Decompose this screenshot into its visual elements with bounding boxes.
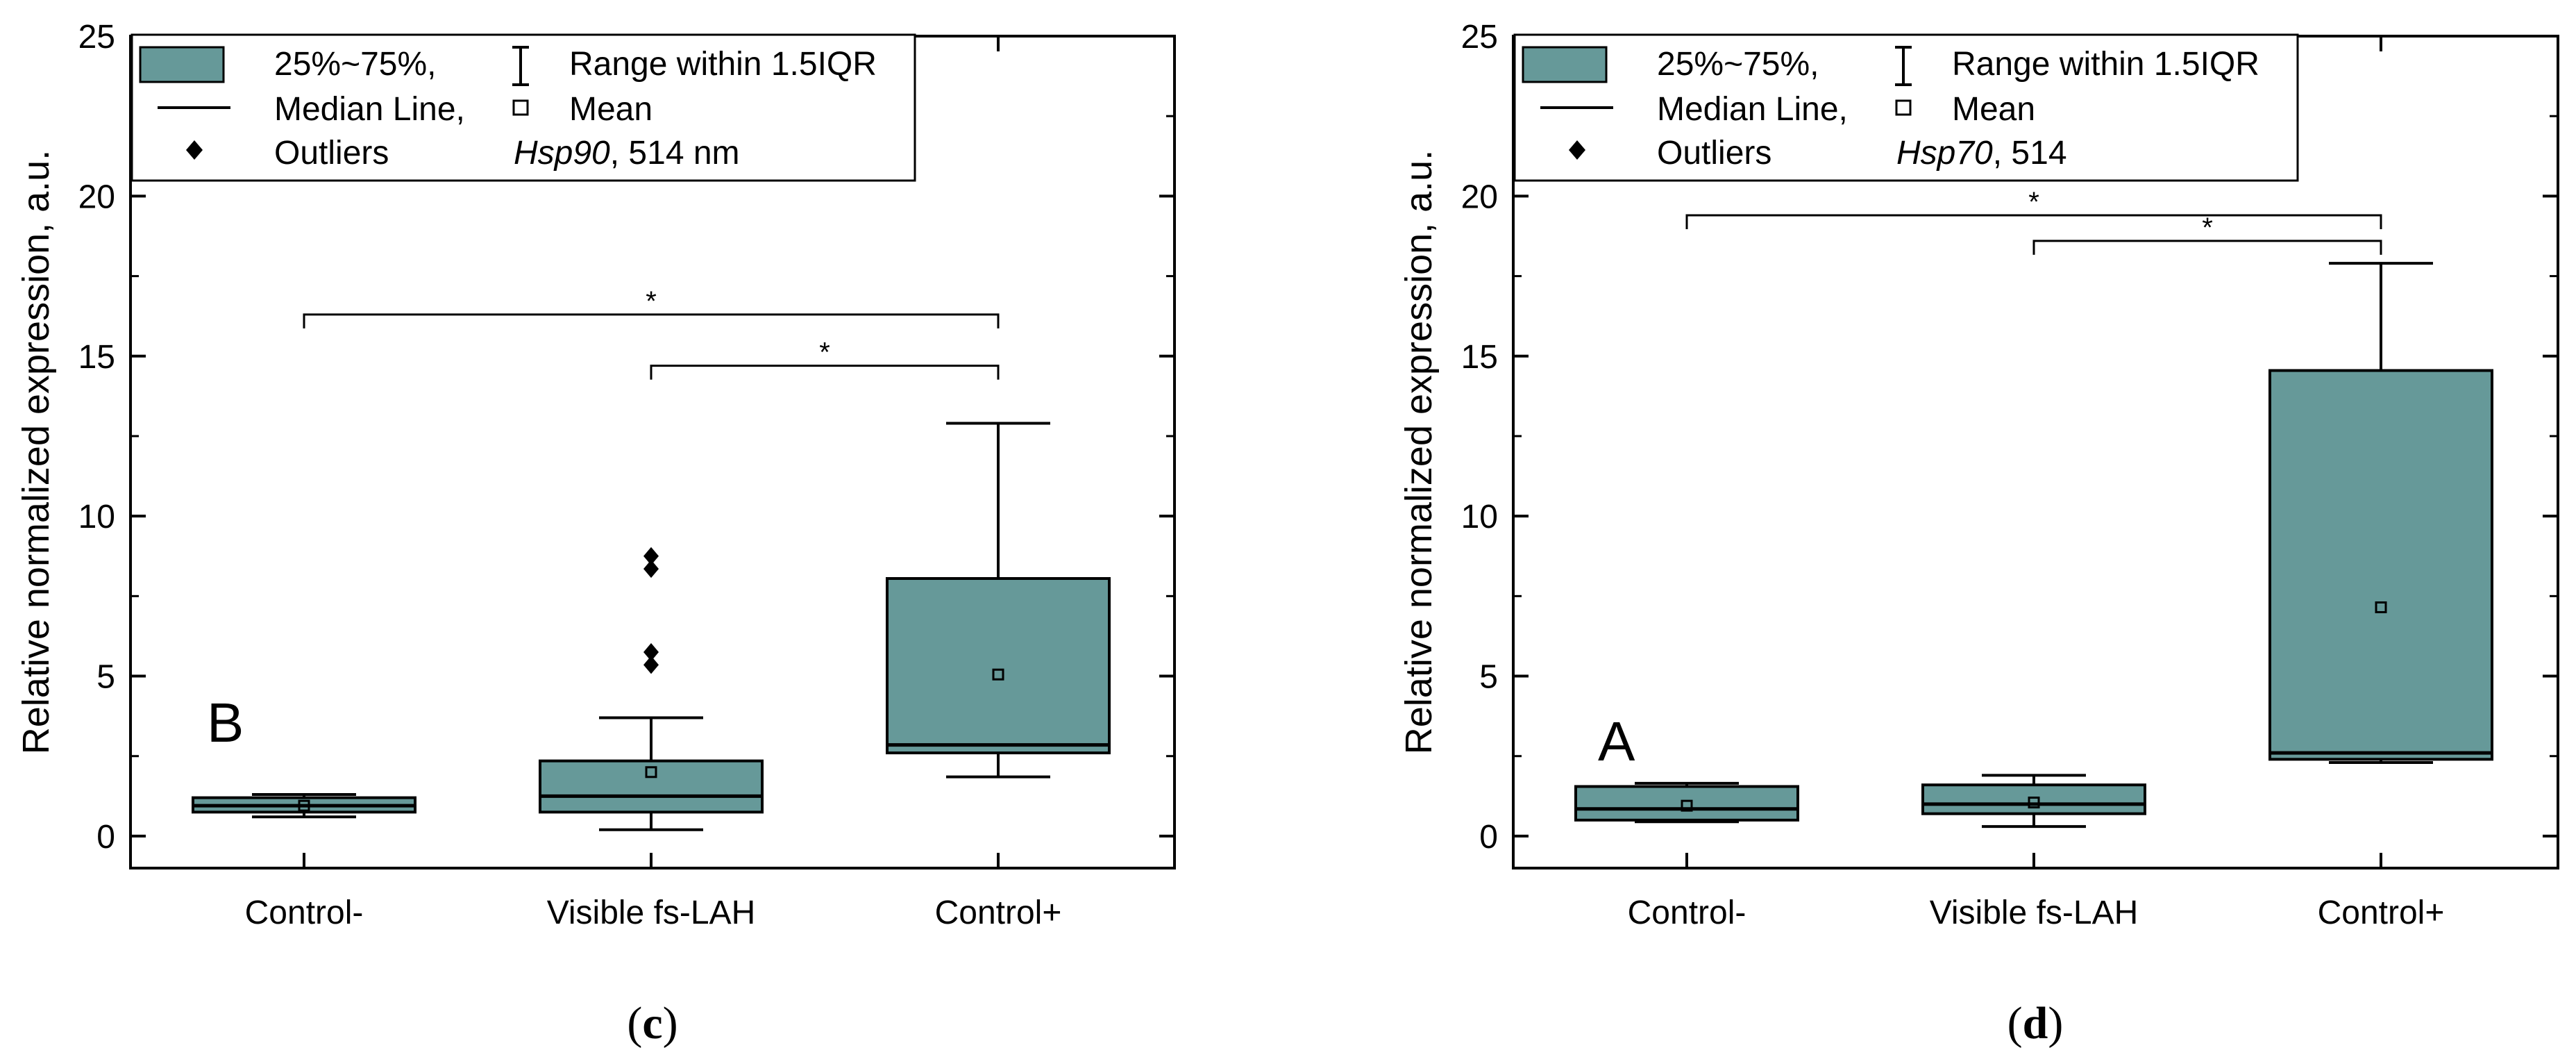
y-tick-label: 20 [78, 178, 115, 215]
legend-frame [1513, 33, 2299, 182]
chart-panel-c: 0 5 10 15 20 25 Relative normalized expression… [15, 19, 1176, 1049]
mean-marker [298, 799, 310, 812]
y-tick-label: 20 [1461, 178, 1498, 215]
significance-bracket: * [650, 338, 1000, 380]
legend-outlier-label: Outliers [1657, 135, 1771, 172]
legend-wavelength: , 514 nm [610, 135, 740, 172]
legend: 25%~75%, Range within 1.5IQR Median Line, M… [1513, 33, 2299, 182]
mean-marker [645, 766, 657, 779]
box-2 [2268, 262, 2493, 764]
mean-marker [2028, 797, 2040, 809]
y-tick-label: 15 [1461, 339, 1498, 376]
iqr-box [1921, 783, 2146, 815]
outlier-point [643, 547, 659, 565]
outlier-point [643, 656, 659, 674]
y-tick-label: 25 [1461, 19, 1498, 56]
legend: 25%~75%, Range within 1.5IQR Median Line, M… [131, 33, 916, 182]
legend-whisker-label: Range within 1.5IQR [1952, 46, 2259, 83]
legend-box-label: 25%~75%, [274, 46, 437, 83]
y-tick-label: 5 [96, 659, 115, 696]
box-0 [1574, 781, 1799, 824]
iqr-box [886, 577, 1111, 755]
legend-outlier-symbol [1569, 140, 1585, 160]
panel-caption: (c) [627, 998, 677, 1049]
chart-panel-d: 0 5 10 15 20 25 Relative normalized expression… [1398, 19, 2559, 1049]
legend-mean-label: Mean [569, 91, 653, 128]
significance-bracket: * [303, 286, 1000, 328]
significance-star: * [2202, 213, 2213, 243]
panel-letter: B [207, 692, 244, 754]
iqr-box [539, 759, 764, 814]
panel-letter: A [1598, 710, 1635, 772]
legend-whisker-symbol [1895, 46, 1912, 86]
significance-bracket: * [1685, 187, 2382, 230]
x-tick-label: Control+ [2318, 894, 2445, 931]
y-tick-label: 10 [1461, 499, 1498, 535]
x-tick-label: Visible fs-LAH [1930, 894, 2139, 931]
legend-wavelength: , 514 [1993, 135, 2067, 172]
bracket-line [1685, 214, 2382, 230]
legend-whisker-label: Range within 1.5IQR [569, 46, 877, 83]
box-1 [1921, 774, 2146, 829]
bracket-line [2032, 240, 2382, 255]
y-tick-label: 25 [78, 19, 115, 56]
panel-caption: (d) [2007, 998, 2064, 1049]
iqr-box [2268, 369, 2493, 761]
significance-star: * [819, 338, 830, 368]
legend-mean-symbol [512, 99, 529, 116]
caption-open-paren: ( [2007, 998, 2023, 1049]
mean-marker [1681, 799, 1693, 812]
y-tick-label: 10 [78, 499, 115, 535]
significance-star: * [646, 286, 657, 317]
x-tick-label: Control+ [935, 894, 1062, 931]
legend-frame [131, 33, 916, 182]
y-tick-label: 0 [1479, 819, 1498, 856]
x-tick-label: Visible fs-LAH [547, 894, 756, 931]
box-2 [886, 422, 1111, 779]
legend-box-swatch [139, 46, 225, 83]
legend-mean-label: Mean [1952, 91, 2035, 128]
x-tick-label: Control- [245, 894, 364, 931]
legend-outlier-symbol [186, 140, 203, 160]
y-tick-label: 0 [96, 819, 115, 856]
caption-close-paren: ) [663, 998, 678, 1049]
legend-gene-name: Hsp70 [1896, 135, 1993, 172]
y-axis-title: Relative normalized expression, a.u. [15, 150, 57, 754]
legend-outlier-label: Outliers [274, 135, 389, 172]
x-tick-label: Control- [1628, 894, 1746, 931]
significance-star: * [2028, 187, 2039, 217]
caption-letter: c [642, 998, 662, 1049]
outlier-point [643, 642, 659, 661]
y-axis-title: Relative normalized expression, a.u. [1398, 150, 1440, 754]
legend-whisker-symbol [512, 46, 529, 86]
legend-median-label: Median Line, [274, 91, 465, 128]
legend-mean-symbol [1895, 99, 1912, 116]
iqr-box [1574, 785, 1799, 822]
legend-gene-label: Hsp70, 514 [1896, 135, 2067, 172]
bracket-line [303, 313, 1000, 328]
significance-bracket: * [2032, 213, 2382, 255]
legend-median-label: Median Line, [1657, 91, 1848, 128]
bracket-line [650, 365, 1000, 380]
caption-letter: d [2023, 998, 2048, 1049]
y-tick-label: 15 [78, 339, 115, 376]
outlier-point [643, 560, 659, 579]
caption-open-paren: ( [627, 998, 642, 1049]
box-0 [192, 793, 416, 819]
legend-gene-name: Hsp90 [514, 135, 610, 172]
mean-marker [992, 668, 1004, 681]
y-tick-label: 5 [1479, 659, 1498, 696]
caption-close-paren: ) [2048, 998, 2063, 1049]
legend-gene-label: Hsp90, 514 nm [514, 135, 740, 172]
legend-box-swatch [1522, 46, 1608, 83]
mean-marker [2375, 601, 2387, 613]
box-1 [539, 547, 764, 831]
legend-box-label: 25%~75%, [1657, 46, 1819, 83]
